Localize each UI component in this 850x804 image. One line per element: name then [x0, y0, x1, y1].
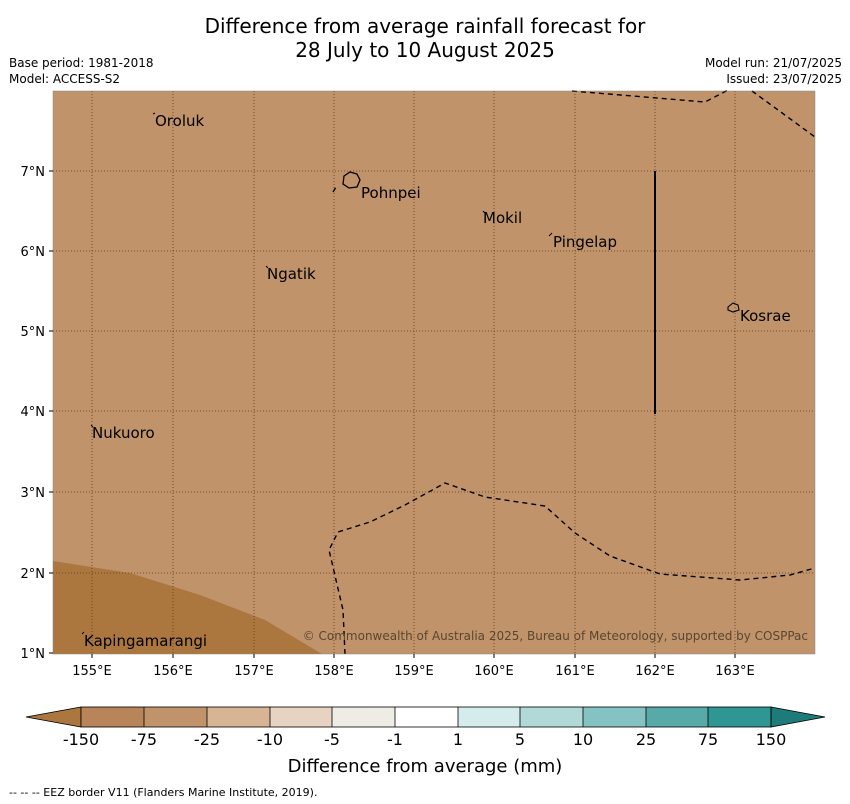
run-info: Model run: 21/07/2025 Issued: 23/07/2025	[705, 55, 842, 87]
anomaly-region-dark	[53, 561, 322, 654]
lon-label: 155°E	[72, 664, 112, 679]
chart-title: Difference from average rainfall forecas…	[0, 14, 850, 62]
issued-date: Issued: 23/07/2025	[726, 72, 842, 86]
model-run-date: Model run: 21/07/2025	[704, 56, 842, 70]
title-line-2: 28 July to 10 August 2025	[295, 38, 555, 62]
colorbar-bin	[270, 707, 332, 727]
eez-footnote: -- -- -- EEZ border V11 (Flanders Marine…	[9, 786, 318, 799]
colorbar-label: 1	[453, 730, 463, 749]
colorbar-extend-low	[25, 706, 82, 728]
colorbar-bin	[520, 707, 583, 727]
colorbar-bin	[395, 707, 458, 727]
lon-label: 157°E	[234, 664, 274, 679]
axis-ticks	[49, 170, 736, 658]
copyright-notice: © Commonwealth of Australia 2025, Bureau…	[303, 629, 808, 643]
place-labels: Oroluk Pohnpei Mokil Pingelap Ngatik Kos…	[84, 112, 791, 650]
colorbar-bin	[583, 707, 646, 727]
lon-label: 156°E	[153, 664, 193, 679]
colorbar-bin	[207, 707, 270, 727]
colorbar-label: 150	[756, 730, 787, 749]
colorbar-bin	[332, 707, 395, 727]
kosrae-island-outline	[727, 302, 740, 313]
lat-label: 4°N	[21, 405, 46, 420]
colorbar-label: 25	[636, 730, 656, 749]
place-label-mokil: Mokil	[483, 209, 522, 227]
colorbar-label: -150	[63, 730, 99, 749]
colorbar-label: 75	[698, 730, 718, 749]
latitude-labels: 7°N 6°N 5°N 4°N 3°N 2°N 1°N	[21, 165, 46, 662]
lon-label: 163°E	[715, 664, 755, 679]
atoll-markers	[81, 112, 553, 635]
colorbar-labels: -150 -75 -25 -10 -5 -1 1 5 10 25 75 150	[63, 730, 786, 749]
colorbar-bin	[646, 707, 708, 727]
map-frame	[52, 90, 816, 655]
lon-label: 160°E	[474, 664, 514, 679]
colorbar-label: -75	[131, 730, 157, 749]
colorbar: -150 -75 -25 -10 -5 -1 1 5 10 25 75 150 …	[25, 706, 826, 777]
lon-label: 161°E	[555, 664, 595, 679]
colorbar-caption: Difference from average (mm)	[288, 756, 563, 777]
colorbar-bin	[81, 707, 144, 727]
lon-label: 158°E	[314, 664, 354, 679]
base-period: Base period: 1981-2018	[9, 56, 154, 70]
lon-label: 162°E	[635, 664, 675, 679]
lat-label: 7°N	[21, 165, 46, 180]
colorbar-bin	[144, 707, 207, 727]
colorbar-label: -5	[324, 730, 340, 749]
eez-border	[328, 88, 816, 655]
pohnpei-island-outline	[342, 171, 361, 189]
colorbar-bin	[708, 707, 771, 727]
lat-label: 6°N	[21, 245, 46, 260]
colorbar-label: -10	[257, 730, 283, 749]
lat-label: 3°N	[21, 486, 46, 501]
rainfall-field	[53, 91, 815, 654]
place-label-pohnpei: Pohnpei	[361, 184, 421, 202]
colorbar-frame	[80, 706, 772, 728]
place-label-pingelap: Pingelap	[553, 233, 617, 251]
colorbar-label: 10	[573, 730, 593, 749]
colorbar-dividers	[143, 707, 709, 727]
model-name: Model: ACCESS-S2	[9, 72, 121, 86]
lat-label: 1°N	[21, 647, 46, 662]
place-label-kosrae: Kosrae	[740, 307, 791, 325]
place-label-oroluk: Oroluk	[155, 112, 204, 130]
place-label-nukuoro: Nukuoro	[92, 424, 155, 442]
colorbar-extend-high	[770, 706, 826, 728]
longitude-labels: 155°E 156°E 157°E 158°E 159°E 160°E 161°…	[72, 664, 755, 679]
lon-label: 159°E	[394, 664, 434, 679]
title-line-1: Difference from average rainfall forecas…	[204, 14, 646, 38]
base-info: Base period: 1981-2018 Model: ACCESS-S2	[9, 55, 154, 87]
place-label-kapingamarangi: Kapingamarangi	[84, 632, 207, 650]
colorbar-label: -1	[387, 730, 403, 749]
lat-label: 5°N	[21, 325, 46, 340]
place-label-ngatik: Ngatik	[267, 265, 316, 283]
lat-label: 2°N	[21, 567, 46, 582]
colorbar-bin	[458, 707, 520, 727]
colorbar-label: -25	[194, 730, 220, 749]
colorbar-label: 5	[515, 730, 525, 749]
